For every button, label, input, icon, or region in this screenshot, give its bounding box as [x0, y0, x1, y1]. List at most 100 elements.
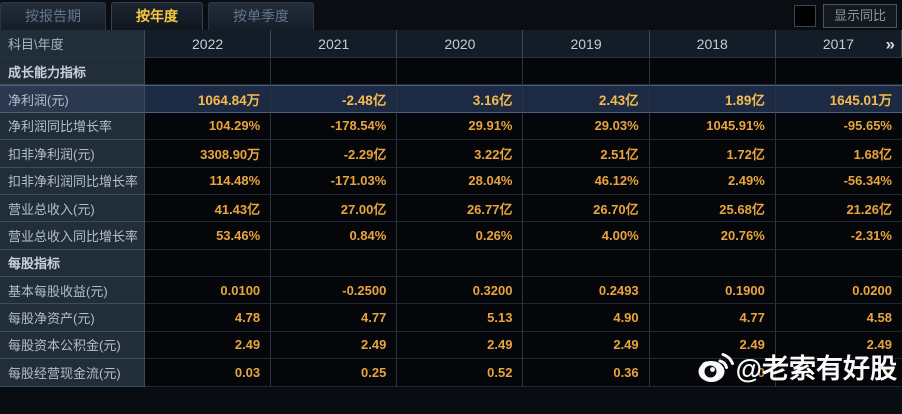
cell-2017: -95.65%: [775, 112, 902, 141]
period-tabbar: 按报告期 按年度 按单季度 显示同比: [0, 0, 902, 30]
row-label: 营业总收入(元): [0, 194, 145, 223]
cell-2019: [523, 58, 650, 86]
cell-2020: 0.52: [397, 359, 524, 387]
row-label: 每股指标: [0, 249, 145, 277]
cell-2018: 2.49: [649, 331, 776, 360]
tab-by-year[interactable]: 按年度: [111, 2, 203, 30]
cell-2018: 1.89亿: [649, 85, 776, 113]
cell-2017: 2.49: [775, 331, 902, 360]
column-header-2019: 2019: [523, 30, 650, 57]
cell-2021: [271, 58, 398, 86]
cell-2020: 3.16亿: [397, 85, 524, 113]
cell-2020: 5.13: [397, 304, 524, 332]
table-body: 成长能力指标 净利润(元) 1064.84万 -2.48亿 3.16亿 2.43亿 1.89…: [0, 58, 902, 387]
tab-by-quarter[interactable]: 按单季度: [208, 2, 314, 30]
table-row[interactable]: 扣非净利润(元) 3308.90万 -2.29亿 3.22亿 2.51亿 1.72亿 1.6…: [0, 140, 902, 168]
cell-2017: 1.68亿: [775, 140, 902, 168]
cell-2022: 0.0100: [145, 277, 272, 305]
cell-2021: -0.2500: [271, 277, 398, 305]
column-header-2021: 2021: [271, 30, 398, 57]
cell-2022: 41.43亿: [145, 194, 272, 223]
cell-2017: 9: [775, 359, 902, 387]
cell-2017: 21.26亿: [775, 194, 902, 223]
show-yoy-label[interactable]: 显示同比: [822, 4, 897, 28]
cell-2017: 0.0200: [775, 277, 902, 305]
show-yoy-checkbox[interactable]: [793, 5, 816, 27]
cell-2021: 4.77: [271, 304, 398, 332]
cell-2017: 4.58: [775, 304, 902, 332]
cell-2019: 26.70亿: [523, 194, 650, 223]
cell-2022: 104.29%: [145, 112, 272, 141]
row-label: 扣非净利润(元): [0, 140, 145, 168]
financial-table: 科目\年度 2022 2021 2020 2019 2018 2017» 成长能力指标 净利…: [0, 30, 902, 387]
cell-2019: 4.00%: [523, 222, 650, 250]
tab-by-report-period[interactable]: 按报告期: [0, 2, 106, 30]
row-label: 净利润同比增长率: [0, 112, 145, 141]
cell-2019: 46.12%: [523, 167, 650, 195]
cell-2022: [145, 58, 272, 86]
cell-2020: 3.22亿: [397, 140, 524, 168]
row-label: 成长能力指标: [0, 58, 145, 86]
section-row[interactable]: 每股指标: [0, 249, 902, 277]
cell-2022: 114.48%: [145, 167, 272, 195]
cell-2020: 0.3200: [397, 277, 524, 305]
table-row[interactable]: 扣非净利润同比增长率 114.48% -171.03% 28.04% 46.12% 2.4…: [0, 167, 902, 195]
cell-2022: 3308.90万: [145, 140, 272, 168]
table-row[interactable]: 基本每股收益(元) 0.0100 -0.2500 0.3200 0.2493 0.1900…: [0, 277, 902, 305]
more-columns-icon[interactable]: »: [885, 34, 895, 53]
cell-2018: [649, 249, 776, 277]
row-label: 每股资本公积金(元): [0, 331, 145, 360]
cell-2018: 1.72亿: [649, 140, 776, 168]
cell-2020: 0.26%: [397, 222, 524, 250]
table-row[interactable]: 净利润同比增长率 104.29% -178.54% 29.91% 29.03% 1045.…: [0, 112, 902, 141]
row-label: 每股经营现金流(元): [0, 359, 145, 387]
cell-2021: -178.54%: [271, 112, 398, 141]
table-row[interactable]: 净利润(元) 1064.84万 -2.48亿 3.16亿 2.43亿 1.89亿 1645.…: [0, 85, 902, 113]
cell-2018: 25.68亿: [649, 194, 776, 223]
cell-2021: 0.25: [271, 359, 398, 387]
yoy-controls: 显示同比: [793, 4, 897, 28]
cell-2021: -2.29亿: [271, 140, 398, 168]
cell-2017: [775, 58, 902, 86]
cell-2017: -2.31%: [775, 222, 902, 250]
cell-2019: 2.43亿: [523, 85, 650, 113]
cell-2021: -171.03%: [271, 167, 398, 195]
table-row[interactable]: 每股净资产(元) 4.78 4.77 5.13 4.90 4.77 4.58: [0, 304, 902, 332]
cell-2021: 27.00亿: [271, 194, 398, 223]
cell-2018: 20.76%: [649, 222, 776, 250]
cell-2022: 2.49: [145, 331, 272, 360]
table-row[interactable]: 每股经营现金流(元) 0.03 0.25 0.52 0.36 0 9: [0, 359, 902, 387]
cell-2021: [271, 249, 398, 277]
column-header-2020: 2020: [397, 30, 524, 57]
cell-2018: [649, 58, 776, 86]
row-label: 基本每股收益(元): [0, 277, 145, 305]
table-row[interactable]: 营业总收入同比增长率 53.46% 0.84% 0.26% 4.00% 20.76% -2.…: [0, 222, 902, 250]
column-header-2022: 2022: [145, 30, 272, 57]
cell-2022: 53.46%: [145, 222, 272, 250]
cell-2020: [397, 249, 524, 277]
column-header-2017: 2017: [776, 30, 902, 57]
cell-2020: 26.77亿: [397, 194, 524, 223]
row-label: 扣非净利润同比增长率: [0, 167, 145, 195]
cell-2019: [523, 249, 650, 277]
cell-2021: 0.84%: [271, 222, 398, 250]
cell-2018: 2.49%: [649, 167, 776, 195]
cell-2018: 0.1900: [649, 277, 776, 305]
cell-2018: 0: [649, 359, 776, 387]
cell-2020: 28.04%: [397, 167, 524, 195]
table-row[interactable]: 营业总收入(元) 41.43亿 27.00亿 26.77亿 26.70亿 25.68亿 21…: [0, 194, 902, 223]
cell-2017: 1645.01万: [775, 85, 902, 113]
cell-2022: 0.03: [145, 359, 272, 387]
cell-2019: 2.49: [523, 331, 650, 360]
corner-header: 科目\年度: [0, 30, 145, 57]
cell-2020: [397, 58, 524, 86]
section-row[interactable]: 成长能力指标: [0, 58, 902, 86]
cell-2019: 2.51亿: [523, 140, 650, 168]
table-row[interactable]: 每股资本公积金(元) 2.49 2.49 2.49 2.49 2.49 2.49: [0, 331, 902, 360]
cell-2018: 1045.91%: [649, 112, 776, 141]
cell-2019: 4.90: [523, 304, 650, 332]
cell-2020: 29.91%: [397, 112, 524, 141]
row-label: 营业总收入同比增长率: [0, 222, 145, 250]
cell-2022: 4.78: [145, 304, 272, 332]
